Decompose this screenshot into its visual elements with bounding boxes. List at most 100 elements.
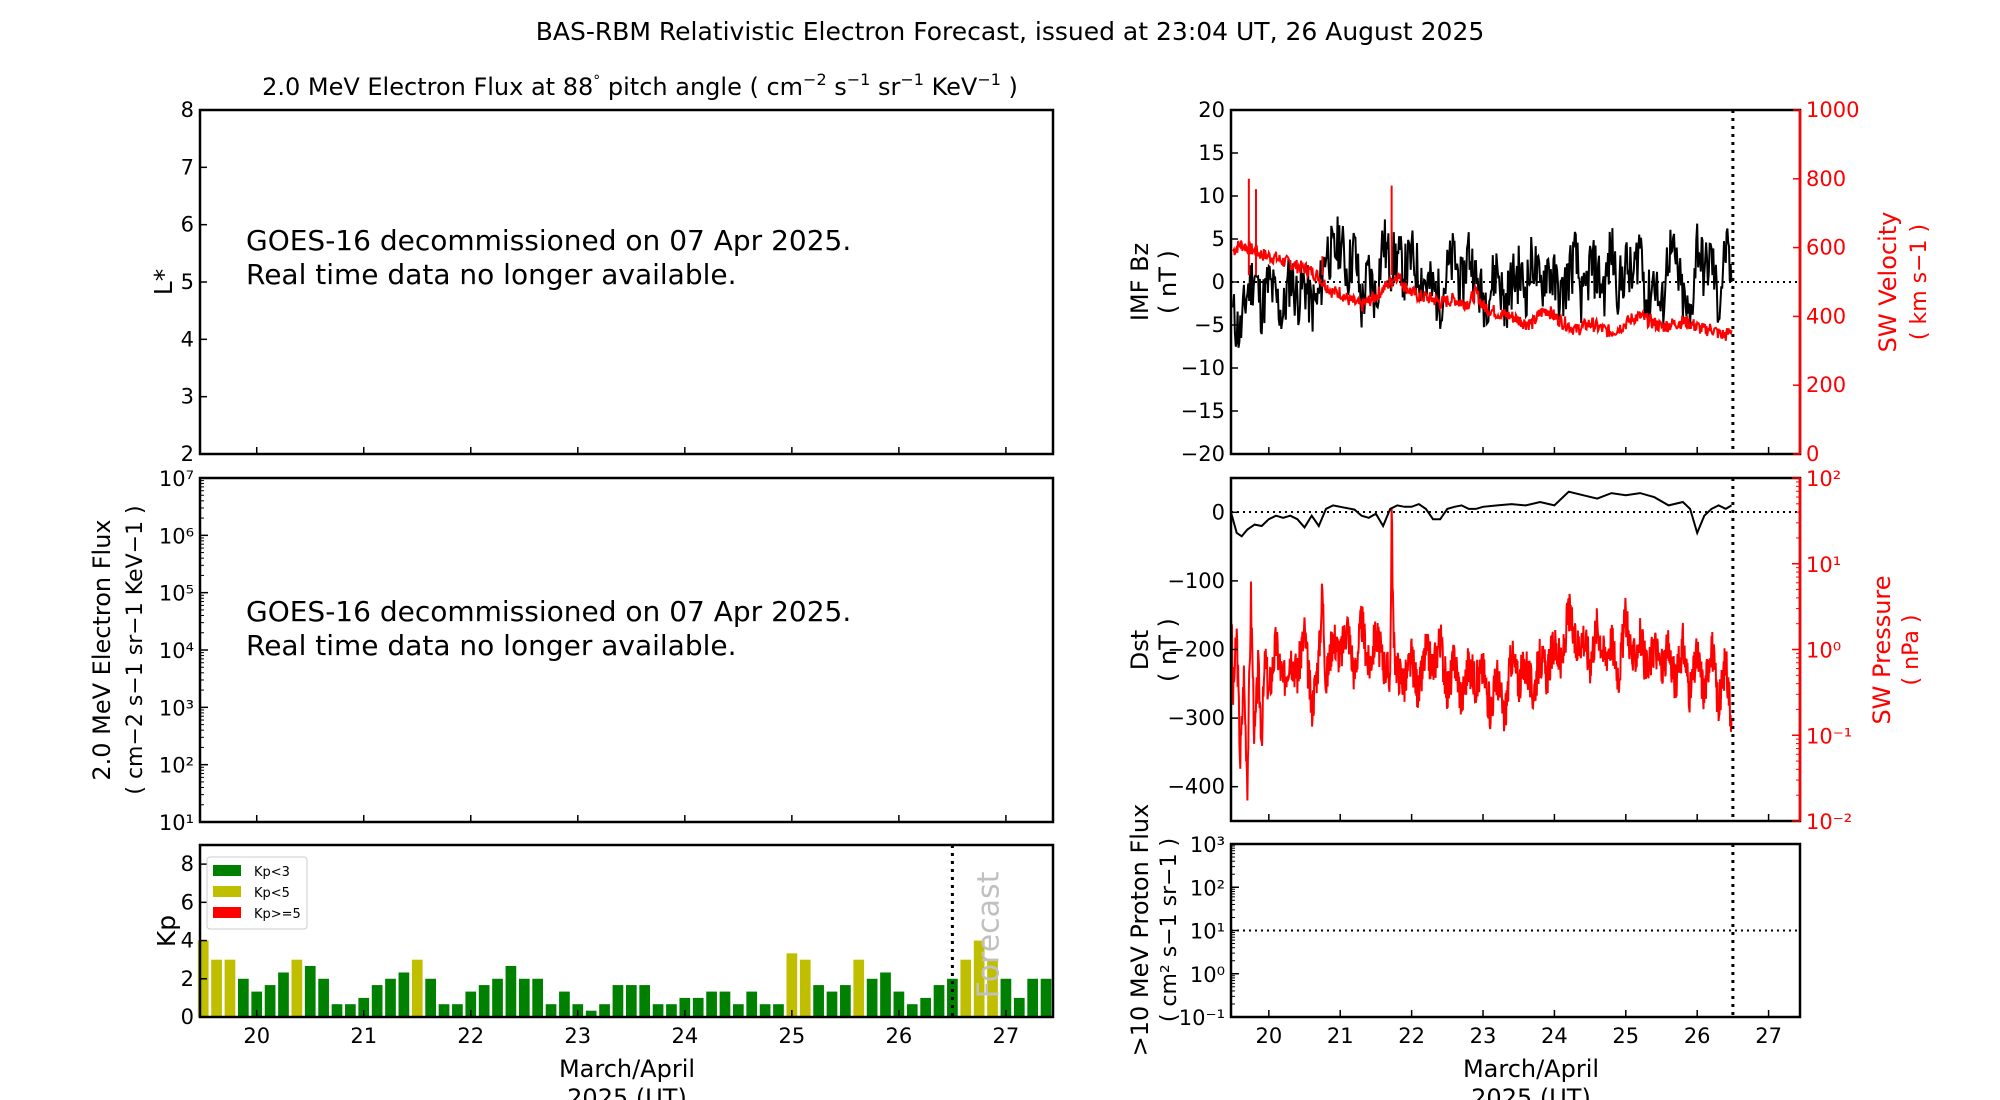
x-tick-label: 26 xyxy=(1684,1024,1711,1048)
kp-bar xyxy=(518,978,530,1017)
kp-bar xyxy=(371,985,383,1017)
kp-bar xyxy=(1027,978,1039,1017)
kp-bar xyxy=(799,959,811,1017)
x-tick-label: 25 xyxy=(1612,1024,1639,1048)
y-tick-label: 3 xyxy=(181,385,194,409)
kp-bar xyxy=(585,1010,597,1017)
legend-label-kp-high: Kp>=5 xyxy=(254,907,301,922)
y-tick-label: 15 xyxy=(1198,141,1225,165)
kp-bar xyxy=(1013,997,1025,1017)
y-tick-label: −15 xyxy=(1181,399,1225,423)
y-tick-label: 6 xyxy=(181,890,194,914)
x-tick-label: 24 xyxy=(1541,1024,1568,1048)
y-tick-label: 10⁰ xyxy=(1806,639,1841,663)
kp-bar xyxy=(906,1004,918,1017)
kp-bar xyxy=(438,1004,450,1017)
kp-bar xyxy=(264,985,276,1017)
y-tick-label: 10¹ xyxy=(1806,553,1841,577)
flux-ylabel-line2: ( cm−2 s−1 sr−1 KeV−1 ) xyxy=(123,505,148,794)
y-tick-label: 10² xyxy=(1806,467,1841,491)
y-tick-label: 4 xyxy=(181,929,194,953)
kp-bar xyxy=(452,1004,463,1017)
y-tick-label: 6 xyxy=(181,213,194,237)
kp-bar xyxy=(612,985,624,1017)
kp-bar xyxy=(237,978,249,1017)
kp-bar xyxy=(786,953,798,1017)
legend-label-kp-low: Kp<3 xyxy=(254,865,290,880)
kp-bar xyxy=(973,940,985,1017)
y-tick-label: −5 xyxy=(1194,313,1225,337)
x-tick-label: 21 xyxy=(350,1024,377,1048)
forecast-label: Forecast xyxy=(971,871,1006,998)
kp-bar xyxy=(692,997,704,1017)
y-tick-label: −200 xyxy=(1167,638,1225,662)
kp-bar xyxy=(652,1004,664,1017)
y-tick-label: 5 xyxy=(1212,227,1225,251)
y-tick-label: 0 xyxy=(1806,442,1819,466)
y-tick-label: 10⁻² xyxy=(1806,810,1852,834)
flux-notice-line1: GOES-16 decommissioned on 07 Apr 2025. xyxy=(246,595,851,628)
panel-electron-flux: 10¹ 10² 10³ 10⁴ 10⁵ 10⁶ 10⁷ 2.0 MeV Electron F… xyxy=(88,467,1055,835)
y-tick-label: 5 xyxy=(181,270,194,294)
y-tick-label: 600 xyxy=(1806,236,1846,260)
kp-bar xyxy=(679,997,691,1017)
y-tick-label: 10³ xyxy=(159,696,194,720)
kp-bar xyxy=(278,972,289,1017)
kp-bar xyxy=(960,959,972,1017)
y-tick-label: 7 xyxy=(181,155,194,179)
proton-ylabel-line2: ( cm² s−1 sr−1 ) xyxy=(1157,838,1182,1022)
kp-bar xyxy=(773,1004,784,1017)
y-tick-label: 10⁵ xyxy=(159,582,194,606)
y-tick-label: 4 xyxy=(181,327,194,351)
y-tick-label: 10⁴ xyxy=(159,639,194,663)
kp-bar xyxy=(505,965,517,1017)
y-tick-label: 10¹ xyxy=(1190,920,1225,944)
kp-bar xyxy=(719,991,731,1017)
y-tick-label: −10 xyxy=(1181,356,1225,380)
kp-bar xyxy=(331,1004,343,1017)
right-xlabel-line1: March/April xyxy=(1463,1055,1599,1083)
imf-ylabel-line1: IMF Bz xyxy=(1126,243,1154,321)
y-tick-label: 10 xyxy=(1198,184,1225,208)
kp-bar xyxy=(358,997,370,1017)
x-tick-label: 27 xyxy=(993,1024,1020,1048)
y-tick-label: 0 xyxy=(1212,500,1225,524)
right-xlabel-line2: 2025 (UT) xyxy=(1471,1084,1591,1100)
y-tick-label: 8 xyxy=(181,852,194,876)
lstar-notice-line1: GOES-16 decommissioned on 07 Apr 2025. xyxy=(246,224,851,257)
kp-bar xyxy=(411,959,423,1017)
kp-bar xyxy=(545,1004,557,1017)
x-tick-label: 20 xyxy=(243,1024,270,1048)
dst-line xyxy=(1230,490,1733,538)
kp-bar xyxy=(625,985,637,1017)
panel-imf: −20 −15 −10 −5 0 5 10 15 20 0 200 400 600 800 1000 IM… xyxy=(1126,98,1932,466)
flux-notice-line2: Real time data no longer available. xyxy=(246,629,737,662)
imf-bz-line xyxy=(1232,216,1733,348)
y-tick-label: 10² xyxy=(159,754,194,778)
sw-velocity-line xyxy=(1232,240,1733,341)
y-tick-label: 10¹ xyxy=(159,811,194,835)
x-tick-label: 22 xyxy=(457,1024,484,1048)
imf-ylabel-line2: ( nT ) xyxy=(1154,250,1182,314)
kp-bar xyxy=(1040,978,1052,1017)
y-tick-label: 800 xyxy=(1806,167,1846,191)
y-tick-label: −400 xyxy=(1167,775,1225,799)
kp-bar xyxy=(478,985,490,1017)
dst-ylabel-line1: Dst xyxy=(1126,630,1154,670)
kp-bar xyxy=(318,978,329,1017)
x-tick-label: 24 xyxy=(671,1024,698,1048)
kp-ylabel: Kp xyxy=(152,915,181,947)
x-tick-label: 20 xyxy=(1255,1024,1282,1048)
kp-bar xyxy=(813,985,824,1017)
kp-bar xyxy=(398,972,410,1017)
kp-bar xyxy=(465,991,477,1017)
y-tick-label: 10⁰ xyxy=(1190,963,1225,987)
kp-bar xyxy=(933,985,945,1017)
sw-pressure-line xyxy=(1230,508,1733,801)
kp-bar xyxy=(1000,978,1012,1017)
kp-bar xyxy=(706,991,717,1017)
legend-swatch-kp-mid xyxy=(213,886,241,897)
